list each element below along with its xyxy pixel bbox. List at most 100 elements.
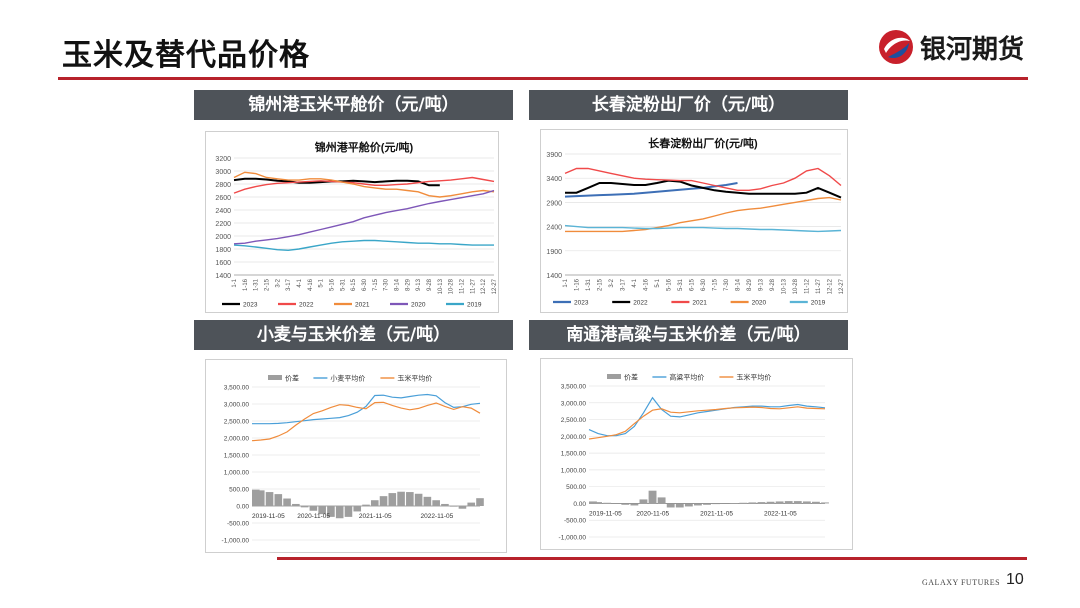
x-tick-label: 1-31 (254, 278, 260, 291)
galaxy-logo-icon (879, 30, 913, 64)
chart-jinzhou-frame: 锦州港平舱价(元/吨) 3200 3000 2800 2600 2400 2200 2000 1… (205, 131, 499, 313)
y-tick-label: 1,000.00 (224, 470, 250, 477)
y-tick-label: 3,000.00 (561, 400, 587, 407)
y-tick-label: 0.00 (573, 501, 586, 508)
spread-bar (335, 506, 344, 519)
spread-bar (821, 502, 829, 504)
x-tick-label: 11-12 (805, 278, 811, 294)
series-line-玉米平均价 (588, 406, 826, 440)
legend-label-2021: 2021 (692, 300, 707, 307)
y-tick-label: 1600 (215, 260, 231, 267)
x-tick-label: 9-13 (759, 278, 765, 291)
spread-bar (252, 489, 260, 506)
chart-sorghum-spread: 3,500.00 3,000.00 2,500.00 2,000.00 1,500.00… (559, 373, 829, 542)
legend-swatch-spread (268, 375, 282, 380)
x-tick-label: 7-30 (384, 278, 390, 291)
y-tick-label: 3400 (546, 176, 562, 183)
spread-bar (757, 502, 766, 504)
legend-label: 玉米平均价 (397, 374, 432, 383)
spread-bar (802, 501, 811, 504)
spread-bar (449, 506, 458, 507)
spread-bar (274, 494, 283, 506)
brand-logo: 银河期货 (876, 27, 1036, 67)
legend-label-2022: 2022 (299, 302, 314, 309)
spread-bar (406, 492, 414, 506)
y-tick-label: 1,500.00 (224, 453, 250, 460)
panel-header-changchun: 长春淀粉出厂价（元/吨） (529, 90, 848, 120)
legend-label: 价差 (624, 373, 638, 382)
x-tick-label: 4-16 (308, 278, 314, 291)
spread-bar (657, 497, 666, 504)
legend-label: 价差 (285, 374, 299, 383)
page-number: 10 (1006, 571, 1024, 588)
y-tick-label: 2900 (546, 200, 562, 207)
x-tick-label: 4-1 (632, 278, 638, 287)
x-tick-label: 9-28 (427, 278, 433, 291)
x-tick-label: 7-15 (373, 278, 379, 291)
spread-bar (467, 502, 476, 506)
legend-label-2023: 2023 (243, 302, 258, 309)
x-tick-label: 2020-11-05 (636, 510, 669, 517)
y-tick-label: 2,500.00 (224, 419, 250, 426)
y-tick-label: 500.00 (566, 484, 586, 491)
x-tick-label: 2022-11-05 (420, 513, 453, 520)
legend-label-2022: 2022 (633, 300, 648, 307)
x-tick-label: 5-31 (678, 278, 684, 291)
legend-label: 小麦平均价 (330, 374, 365, 383)
x-tick-label: 5-16 (667, 278, 673, 291)
x-tick-label: 6-15 (351, 278, 357, 291)
series-line-2021 (233, 171, 495, 198)
spread-bar (327, 506, 335, 517)
legend-label: 玉米平均价 (736, 373, 771, 382)
chart-title: 锦州港平舱价(元/吨) (315, 140, 414, 154)
x-tick-label: 11-12 (460, 278, 466, 294)
x-tick-label: 3-17 (286, 278, 292, 291)
series-line-小麦平均价 (252, 393, 481, 425)
series-line-2020 (233, 189, 495, 245)
x-tick-label: 8-14 (736, 278, 742, 291)
x-tick-label: 3-2 (609, 278, 615, 287)
x-tick-label: 10-28 (793, 278, 799, 294)
spread-bar (423, 496, 432, 506)
spread-bar (256, 490, 265, 506)
x-tick-label: 2-15 (265, 278, 271, 291)
series-line-2019 (233, 239, 494, 252)
spread-bar (621, 503, 630, 505)
spread-bar (684, 503, 693, 507)
legend-swatch-spread (607, 374, 621, 379)
spread-bar (300, 506, 309, 508)
spread-bar (353, 506, 362, 512)
chart-changchun-frame: 长春淀粉出厂价(元/吨) 3900 3400 2900 2400 1900 1400 1-1 1… (540, 129, 848, 313)
x-tick-label: 1-16 (243, 278, 249, 291)
y-tick-label: 1,500.00 (561, 451, 587, 458)
y-tick-label: 1,000.00 (561, 467, 587, 474)
y-tick-label: 2200 (215, 221, 231, 228)
x-tick-label: 12-27 (839, 278, 845, 294)
x-tick-label: 9-28 (770, 278, 776, 291)
spread-bar (784, 501, 793, 504)
x-tick-label: 11-27 (470, 278, 476, 294)
series-line-2023 (564, 182, 738, 198)
y-tick-label: 2600 (215, 195, 231, 202)
x-tick-label: 6-15 (690, 278, 696, 291)
x-tick-label: 10-28 (449, 278, 455, 294)
series-line-2020 (565, 196, 842, 233)
y-tick-label: 1400 (546, 273, 562, 280)
y-tick-label: 2000 (215, 234, 231, 241)
x-tick-label: 8-29 (405, 278, 411, 291)
series-line-玉米平均价 (251, 401, 481, 442)
y-tick-label: 3,500.00 (224, 385, 250, 392)
spread-bar (432, 500, 440, 506)
spread-bar (589, 501, 597, 504)
legend-label-2021: 2021 (355, 302, 370, 309)
x-tick-label: 12-27 (492, 278, 498, 294)
spread-bar (739, 502, 748, 504)
chart-title: 长春淀粉出厂价(元/吨) (648, 136, 758, 150)
spread-bar (603, 502, 612, 504)
x-tick-label: 5-31 (340, 278, 346, 291)
x-tick-label: 1-1 (232, 278, 238, 287)
spread-bar (712, 503, 721, 505)
legend-label-2023: 2023 (574, 300, 589, 307)
footer-brand: GALAXY FUTURES (922, 578, 1001, 587)
